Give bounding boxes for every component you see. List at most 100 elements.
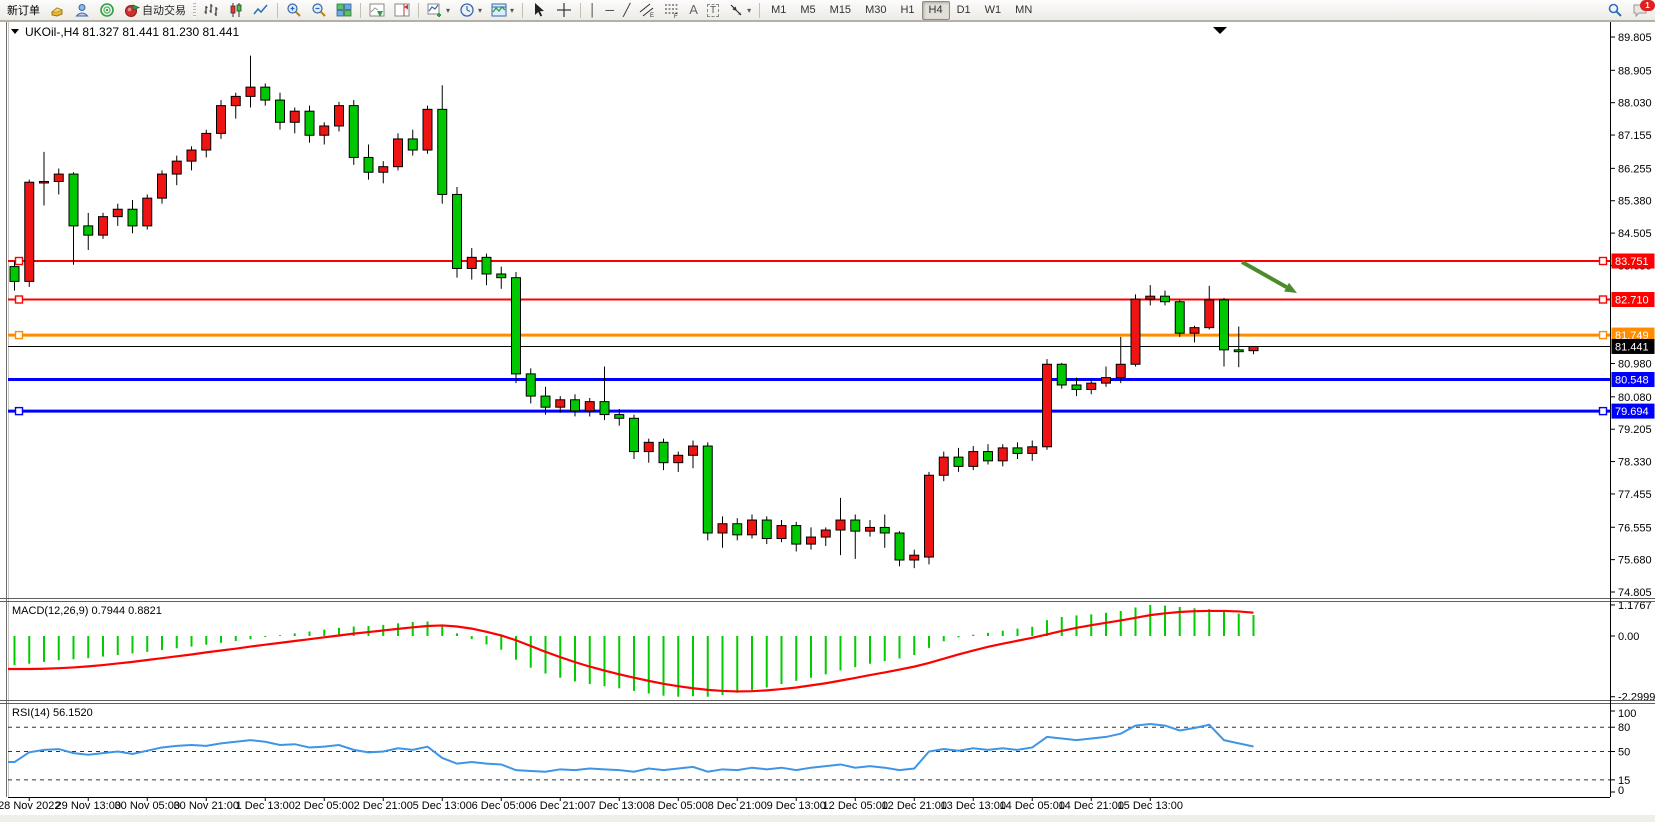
tab-timeframe-m5[interactable]: M5 bbox=[800, 4, 816, 16]
horizontal-line-objects[interactable] bbox=[8, 256, 1610, 416]
crosshair-icon bbox=[557, 3, 572, 17]
chart-title: UKOil-,H4 81.327 81.441 81.230 81.441 bbox=[11, 25, 239, 39]
arrow-object[interactable] bbox=[1241, 260, 1297, 293]
tile-windows-button[interactable] bbox=[332, 1, 356, 20]
auto-trading-button[interactable]: 自动交易 bbox=[120, 1, 190, 20]
svg-text:1.1767: 1.1767 bbox=[1618, 600, 1652, 612]
text-label-button[interactable]: T bbox=[703, 1, 723, 20]
candle-body bbox=[791, 525, 802, 545]
hline-handle[interactable] bbox=[14, 406, 24, 416]
hline-handle[interactable] bbox=[1598, 406, 1608, 416]
auto-scroll-button[interactable] bbox=[365, 1, 389, 20]
candle-body bbox=[511, 277, 521, 375]
chart-candles-button[interactable] bbox=[224, 1, 248, 20]
candle-body bbox=[275, 99, 285, 123]
candle-body bbox=[820, 529, 831, 538]
tab-timeframe-mn[interactable]: MN bbox=[1015, 4, 1033, 16]
hline-handle[interactable] bbox=[14, 256, 24, 266]
candle-body bbox=[1248, 345, 1259, 352]
candle-body bbox=[422, 108, 433, 151]
price-axis: 89.805 88.905 88.030 87.155 86.255 85.380 84.5… bbox=[1610, 32, 1652, 599]
svg-text:1 Dec 13:00: 1 Dec 13:00 bbox=[236, 800, 295, 812]
market-watch-icon bbox=[51, 7, 63, 17]
tab-timeframe-m15[interactable]: M15 bbox=[829, 4, 852, 16]
candle-body bbox=[894, 532, 905, 561]
templates-button[interactable]: ▾ bbox=[487, 1, 518, 20]
channel-button[interactable]: E bbox=[635, 1, 659, 20]
vertical-line-button[interactable]: │ bbox=[585, 1, 601, 20]
candle-body bbox=[1042, 363, 1052, 448]
svg-text:12 Dec 21:00: 12 Dec 21:00 bbox=[882, 800, 947, 812]
candle-body bbox=[658, 441, 669, 464]
price-badge-80.548 bbox=[1611, 372, 1655, 388]
zoom-in-button[interactable] bbox=[282, 1, 306, 20]
tab-timeframe-h4[interactable]: H4 bbox=[921, 0, 950, 20]
chevron-down-icon: ▾ bbox=[446, 5, 451, 15]
zoom-out-button[interactable] bbox=[307, 1, 331, 20]
candle-body bbox=[1012, 447, 1023, 454]
fibonacci-button[interactable]: F bbox=[660, 1, 684, 20]
svg-text:83.751: 83.751 bbox=[1615, 256, 1649, 268]
candle-body bbox=[599, 401, 610, 416]
svg-text:74.805: 74.805 bbox=[1618, 587, 1652, 599]
candle-body bbox=[245, 86, 256, 97]
tab-timeframe-h1[interactable]: H1 bbox=[900, 4, 915, 16]
chart-line-button[interactable] bbox=[249, 1, 273, 20]
add-indicator-icon bbox=[427, 3, 441, 17]
toolbar-separator bbox=[522, 2, 524, 18]
hline-handle[interactable] bbox=[1598, 295, 1608, 304]
chevron-down-icon: ▾ bbox=[478, 5, 483, 15]
tab-timeframe-w1[interactable]: W1 bbox=[984, 4, 1002, 16]
tab-timeframe-m1[interactable]: M1 bbox=[771, 4, 787, 16]
macd-signal-line bbox=[8, 609, 1254, 693]
crosshair-button[interactable] bbox=[552, 1, 576, 20]
search-button[interactable] bbox=[1603, 1, 1627, 20]
rsi-line bbox=[8, 722, 1254, 773]
candle-body bbox=[1071, 384, 1082, 390]
market-watch-button[interactable] bbox=[45, 1, 69, 20]
svg-text:0.00: 0.00 bbox=[1618, 631, 1639, 643]
navigator-icon bbox=[75, 4, 89, 17]
tab-timeframe-d1[interactable]: D1 bbox=[956, 4, 971, 16]
navigator-button[interactable] bbox=[70, 1, 94, 20]
chart-shift-icon bbox=[394, 3, 410, 17]
chart-bars-button[interactable] bbox=[199, 1, 223, 20]
candle-body bbox=[570, 399, 580, 412]
candle-body bbox=[702, 445, 713, 534]
candle-body bbox=[983, 451, 993, 462]
toolbar-separator bbox=[360, 2, 361, 18]
notifications-button[interactable]: 1 bbox=[1628, 0, 1655, 20]
indicators-button[interactable]: ▾ bbox=[423, 1, 454, 20]
cursor-icon bbox=[535, 3, 545, 17]
svg-text:79.205: 79.205 bbox=[1618, 424, 1652, 436]
chart-canvas[interactable]: 89.805 88.905 88.030 87.155 86.255 85.380 84.5… bbox=[0, 21, 1655, 822]
tab-timeframe-m30[interactable]: M30 bbox=[865, 4, 887, 16]
candle-body bbox=[761, 519, 772, 540]
candle-body bbox=[643, 441, 654, 453]
periods-button[interactable]: ▾ bbox=[455, 1, 486, 20]
chart-shift-marker[interactable] bbox=[1213, 27, 1227, 34]
terminal-button[interactable] bbox=[95, 1, 119, 20]
hline-handle[interactable] bbox=[1598, 256, 1608, 266]
trendline-button[interactable]: ╱ bbox=[619, 1, 634, 20]
chart-shift-button[interactable] bbox=[390, 1, 414, 20]
hline-handle[interactable] bbox=[14, 330, 24, 340]
hline-handle[interactable] bbox=[1598, 330, 1608, 340]
clock-icon bbox=[460, 3, 474, 17]
symbol-collapse-icon[interactable] bbox=[11, 29, 19, 34]
candle-body bbox=[732, 523, 743, 536]
hline-handle[interactable] bbox=[14, 295, 24, 304]
candle-body bbox=[776, 525, 787, 540]
arrows-button[interactable]: ▾ bbox=[724, 1, 755, 20]
cursor-button[interactable] bbox=[527, 1, 551, 20]
new-order-button[interactable]: 新订单 bbox=[3, 2, 44, 19]
candle-body bbox=[1145, 295, 1156, 300]
candle-body bbox=[157, 173, 167, 199]
text-button[interactable]: A bbox=[685, 1, 702, 20]
chevron-down-icon: ▾ bbox=[747, 5, 752, 15]
svg-text:76.555: 76.555 bbox=[1618, 522, 1652, 534]
candle-body bbox=[717, 523, 728, 534]
horizontal-line-button[interactable]: ─ bbox=[602, 1, 619, 20]
svg-text:6 Dec 21:00: 6 Dec 21:00 bbox=[531, 800, 590, 812]
candle-body bbox=[938, 456, 949, 476]
